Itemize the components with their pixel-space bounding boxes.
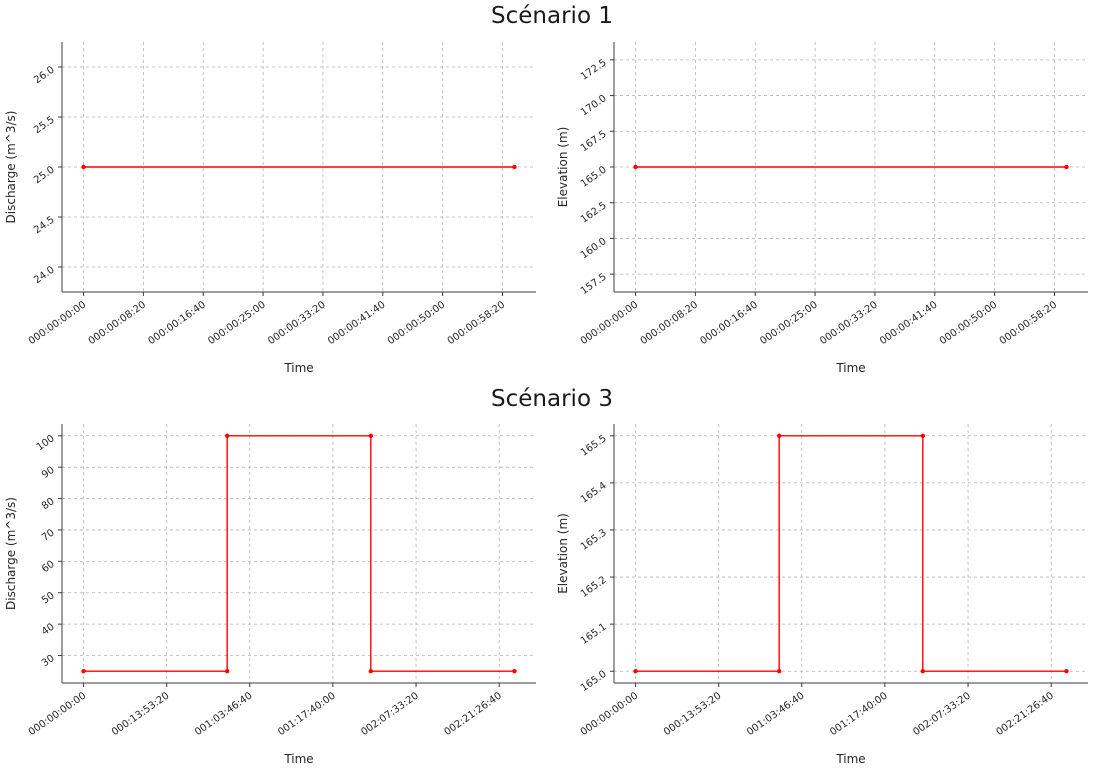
- x-tick-label: 000:00:08:20: [639, 299, 700, 347]
- x-tick-label: 000:00:50:00: [386, 299, 447, 347]
- x-tick-label: 000:00:00:00: [579, 299, 640, 347]
- y-tick-label: 25.0: [32, 164, 57, 186]
- y-tick-label: 157.5: [579, 272, 609, 297]
- y-tick-label: 60: [40, 559, 57, 575]
- y-tick-label: 80: [40, 496, 57, 512]
- y-tick-label: 100: [35, 433, 57, 453]
- series-line: [83, 435, 515, 672]
- series-line: [635, 435, 1067, 672]
- chart-svg: 000:00:00:00000:00:08:20000:00:16:40000:…: [556, 42, 1088, 375]
- chart-svg: 000:00:00:00000:00:08:20000:00:16:40000:…: [4, 42, 536, 375]
- x-tick-label: 000:00:58:20: [998, 299, 1059, 347]
- x-axis-label: Time: [835, 752, 865, 766]
- y-tick-label: 165.2: [579, 574, 609, 599]
- chart-svg: 000:00:00:00 000:13:53:20 001:03:46:40 001:…: [4, 424, 536, 766]
- scenario-1-charts: 000:00:00:00 000:00:08:20 000:00:16:40 000:…: [0, 34, 1104, 386]
- y-tick-label: 172.5: [579, 57, 609, 82]
- grid: [62, 424, 536, 683]
- y-tick-label: 160.0: [579, 236, 609, 261]
- x-tick-label: 001:03:46:40: [193, 690, 254, 738]
- x-tick-label: 000:00:16:40: [146, 299, 207, 347]
- data-point-marker: [776, 433, 782, 438]
- y-tick-label: 24.5: [32, 214, 57, 236]
- data-point-marker: [512, 164, 517, 170]
- data-point-marker: [920, 669, 926, 674]
- scenario-1-title: Scénario 1: [491, 3, 613, 29]
- y-tick-label: 170.0: [579, 93, 609, 118]
- chart-scenario3-discharge: 000:00:00:00 000:13:53:20 001:03:46:40 001:…: [0, 416, 552, 777]
- y-tick-label: 165.5: [579, 433, 609, 458]
- x-tick-label: 000:00:41:40: [878, 299, 939, 347]
- y-axis-label: Elevation (m): [556, 127, 570, 208]
- data-point-marker: [224, 433, 230, 438]
- y-tick-label: 165.0: [579, 669, 609, 694]
- y-axis-label: Elevation (m): [556, 513, 570, 594]
- x-tick-label: 000:00:25:00: [758, 299, 819, 347]
- data-point-marker: [512, 669, 517, 674]
- x-tick-label: 002:21:26:40: [442, 690, 503, 738]
- y-tick-label: 50: [40, 590, 57, 606]
- data-point-marker: [368, 669, 374, 674]
- x-tick-label: 000:00:41:40: [326, 299, 387, 347]
- x-tick-label: 000:00:50:00: [938, 299, 999, 347]
- y-tick-label: 167.5: [579, 129, 609, 154]
- data-point-marker: [81, 164, 86, 170]
- y-axis-label: Discharge (m^3/s): [4, 111, 18, 224]
- chart-scenario1-elevation: 000:00:00:00 000:00:08:20 000:00:16:40 000:…: [552, 34, 1104, 386]
- x-tick-label: 000:00:16:40: [698, 299, 759, 347]
- data-point-marker: [776, 669, 782, 674]
- x-axis-label: Time: [283, 752, 313, 766]
- y-tick-label: 165.3: [579, 527, 609, 552]
- x-tick-label: 000:00:00:00: [27, 690, 88, 738]
- data-point-marker: [368, 433, 374, 438]
- data-point-marker: [224, 669, 230, 674]
- y-tick-label: 26.0: [32, 64, 57, 86]
- x-tick-label: 001:17:40:00: [828, 690, 889, 738]
- x-axis-label: Time: [835, 361, 865, 375]
- x-tick-label: 000:13:53:20: [110, 690, 171, 738]
- data-point-marker: [1064, 164, 1069, 170]
- x-tick-label: 000:00:33:20: [818, 299, 879, 347]
- x-tick-label: 002:21:26:40: [994, 690, 1055, 738]
- data-point-marker: [633, 164, 638, 170]
- x-axis-label: Time: [283, 361, 313, 375]
- data-point-marker: [633, 669, 638, 674]
- x-tick-label: 000:13:53:20: [662, 690, 723, 738]
- data-point-marker: [1064, 669, 1069, 674]
- grid: [614, 424, 1088, 683]
- x-tick-label: 000:00:33:20: [266, 299, 327, 347]
- y-tick-label: 165.1: [579, 622, 609, 647]
- y-tick-label: 24.0: [32, 264, 57, 286]
- x-tick-label: 001:17:40:00: [276, 690, 337, 738]
- y-tick-label: 25.5: [32, 114, 57, 136]
- x-tick-label: 000:00:00:00: [579, 690, 640, 738]
- x-tick-label: 001:03:46:40: [745, 690, 806, 738]
- x-tick-label: 002:07:33:20: [359, 690, 420, 738]
- scenario-3-charts: 000:00:00:00 000:13:53:20 001:03:46:40 001:…: [0, 416, 1104, 777]
- chart-svg: 000:00:00:00 000:13:53:20 001:03:46:40 001:…: [556, 424, 1088, 766]
- x-tick-label: 002:07:33:20: [911, 690, 972, 738]
- y-tick-label: 162.5: [579, 200, 609, 225]
- y-tick-label: 40: [40, 622, 57, 638]
- data-point-marker: [81, 669, 86, 674]
- x-tick-label: 000:00:00:00: [27, 299, 88, 347]
- scenario-3-title: Scénario 3: [491, 386, 613, 412]
- y-axis-label: Discharge (m^3/s): [4, 497, 18, 610]
- y-tick-label: 90: [40, 465, 57, 481]
- data-point-marker: [920, 433, 926, 438]
- y-tick-label: 165.0: [579, 164, 609, 189]
- x-tick-label: 000:00:08:20: [87, 299, 148, 347]
- y-tick-label: 165.4: [579, 480, 609, 505]
- x-tick-label: 000:00:58:20: [446, 299, 507, 347]
- chart-scenario3-elevation: 000:00:00:00 000:13:53:20 001:03:46:40 001:…: [552, 416, 1104, 777]
- y-tick-label: 70: [40, 527, 57, 543]
- x-tick-label: 000:00:25:00: [206, 299, 267, 347]
- chart-scenario1-discharge: 000:00:00:00 000:00:08:20 000:00:16:40 000:…: [0, 34, 552, 386]
- y-tick-label: 30: [40, 653, 57, 669]
